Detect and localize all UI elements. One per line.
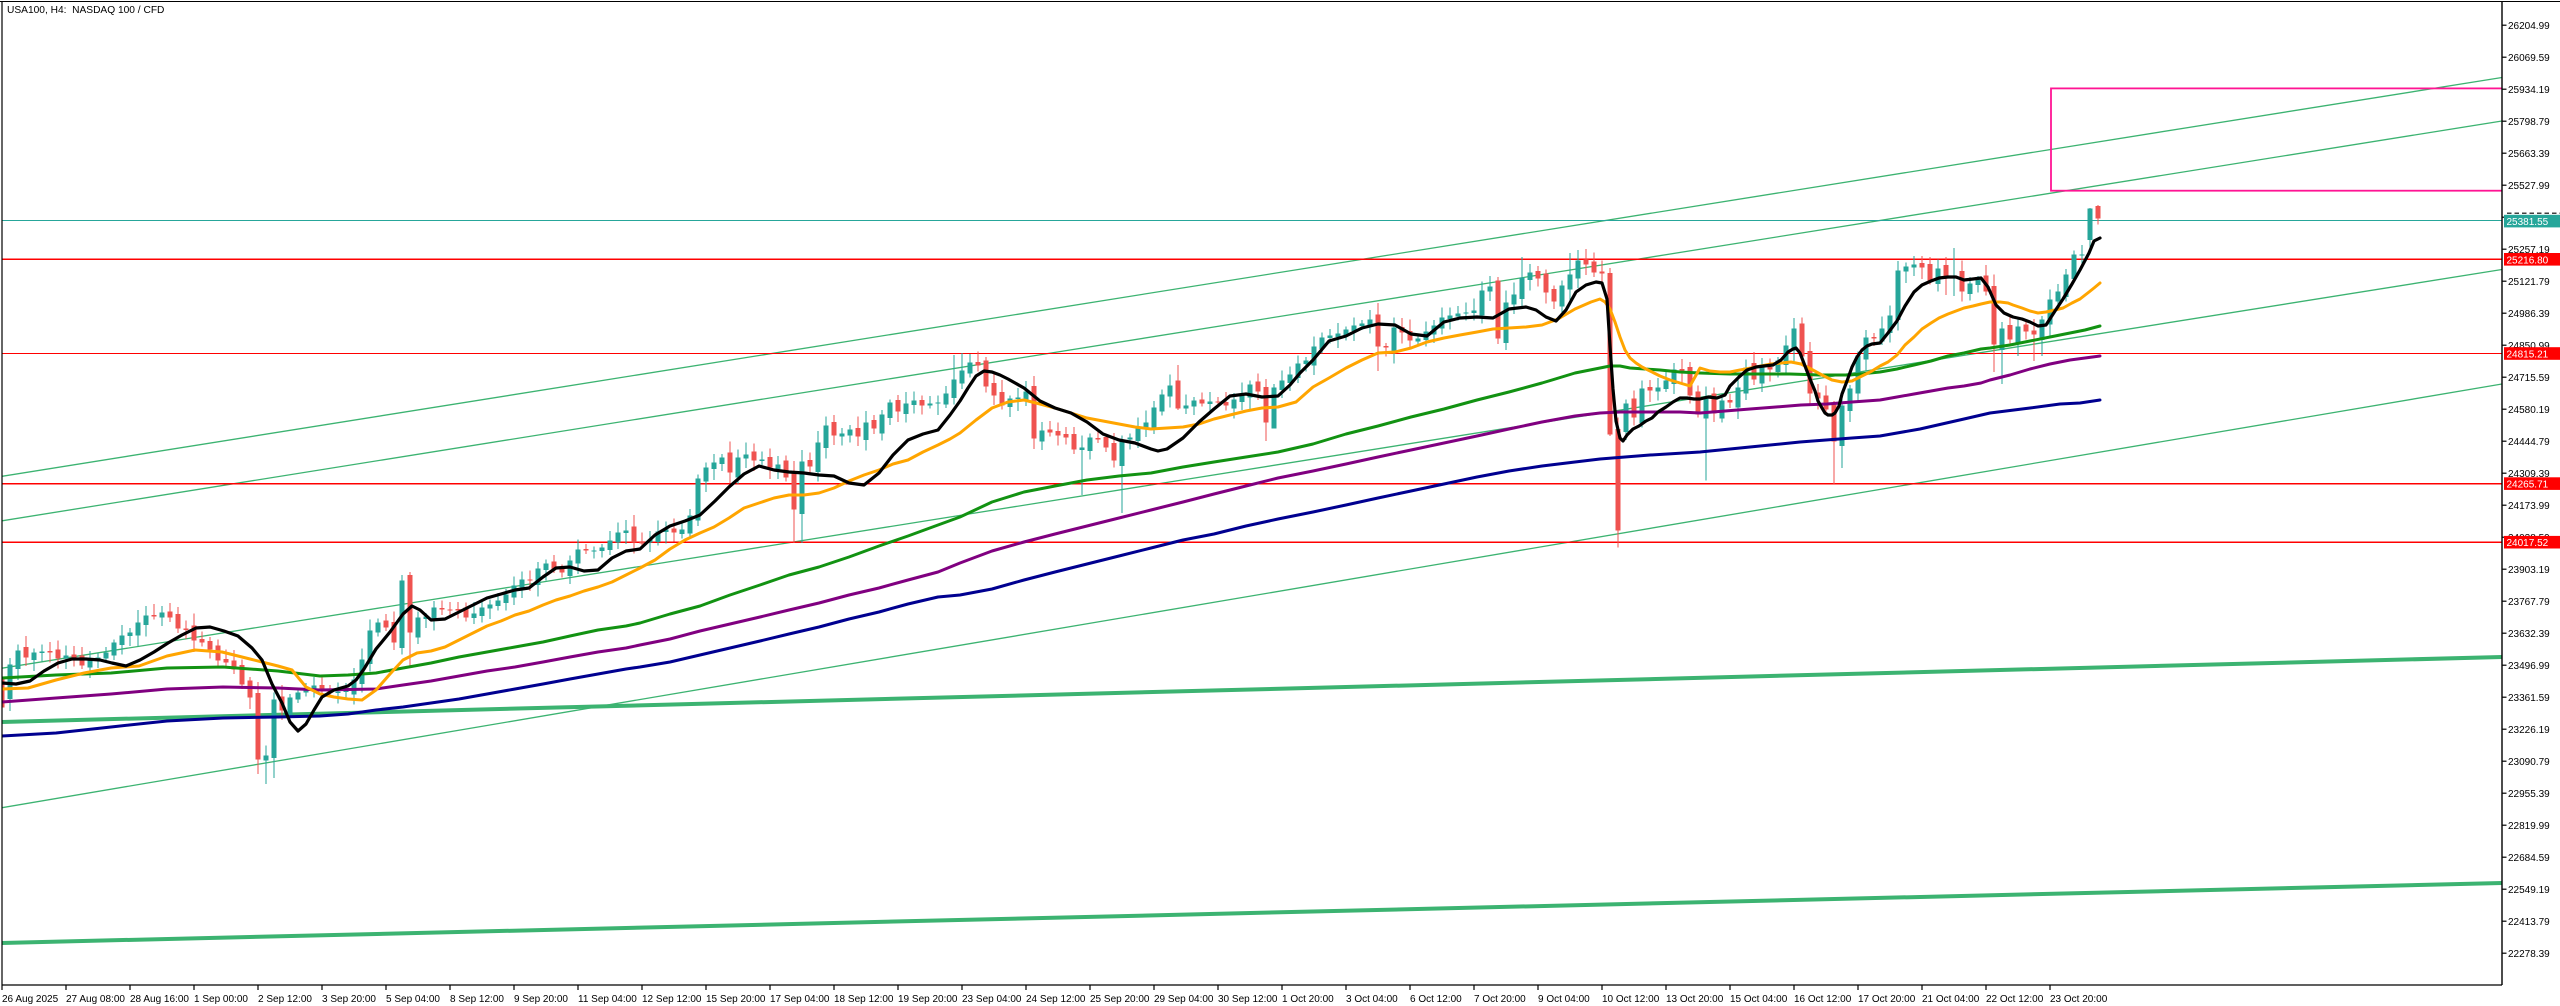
svg-text:25121.79: 25121.79 [2508, 277, 2550, 288]
svg-text:1 Oct 20:00: 1 Oct 20:00 [1282, 994, 1334, 1005]
svg-text:23 Oct 20:00: 23 Oct 20:00 [2050, 994, 2108, 1005]
svg-text:23090.79: 23090.79 [2508, 757, 2550, 768]
svg-text:25216.80: 25216.80 [2507, 255, 2549, 266]
svg-text:15 Sep 20:00: 15 Sep 20:00 [706, 994, 766, 1005]
svg-text:22 Oct 12:00: 22 Oct 12:00 [1986, 994, 2044, 1005]
svg-text:26069.59: 26069.59 [2508, 53, 2550, 64]
svg-text:25663.39: 25663.39 [2508, 149, 2550, 160]
svg-text:24 Sep 12:00: 24 Sep 12:00 [1026, 994, 1086, 1005]
svg-text:9 Sep 20:00: 9 Sep 20:00 [514, 994, 568, 1005]
svg-text:5 Sep 04:00: 5 Sep 04:00 [386, 994, 440, 1005]
svg-text:23226.19: 23226.19 [2508, 725, 2550, 736]
svg-text:29 Sep 04:00: 29 Sep 04:00 [1154, 994, 1214, 1005]
svg-text:23 Sep 04:00: 23 Sep 04:00 [962, 994, 1022, 1005]
svg-text:15 Oct 04:00: 15 Oct 04:00 [1730, 994, 1788, 1005]
svg-text:16 Oct 12:00: 16 Oct 12:00 [1794, 994, 1852, 1005]
svg-text:25934.19: 25934.19 [2508, 85, 2550, 96]
svg-text:25 Sep 20:00: 25 Sep 20:00 [1090, 994, 1150, 1005]
svg-text:26 Aug 2025: 26 Aug 2025 [2, 994, 59, 1005]
svg-text:24815.21: 24815.21 [2507, 350, 2549, 361]
svg-text:13 Oct 20:00: 13 Oct 20:00 [1666, 994, 1724, 1005]
svg-text:24173.99: 24173.99 [2508, 501, 2550, 512]
svg-text:22684.59: 22684.59 [2508, 853, 2550, 864]
svg-text:USA100, H4: NASDAQ 100 / CFD: USA100, H4: NASDAQ 100 / CFD [7, 5, 164, 16]
svg-text:17 Oct 20:00: 17 Oct 20:00 [1858, 994, 1916, 1005]
svg-text:23361.59: 23361.59 [2508, 693, 2550, 704]
svg-text:10 Oct 12:00: 10 Oct 12:00 [1602, 994, 1660, 1005]
svg-text:24986.39: 24986.39 [2508, 309, 2550, 320]
svg-text:22819.99: 22819.99 [2508, 821, 2550, 832]
svg-text:23903.19: 23903.19 [2508, 565, 2550, 576]
svg-text:23632.39: 23632.39 [2508, 629, 2550, 640]
svg-text:3 Sep 20:00: 3 Sep 20:00 [322, 994, 376, 1005]
svg-text:23496.99: 23496.99 [2508, 661, 2550, 672]
svg-text:26204.99: 26204.99 [2508, 21, 2550, 32]
svg-text:24309.39: 24309.39 [2508, 469, 2550, 480]
svg-text:18 Sep 12:00: 18 Sep 12:00 [834, 994, 894, 1005]
svg-text:27 Aug 08:00: 27 Aug 08:00 [66, 994, 125, 1005]
svg-text:17 Sep 04:00: 17 Sep 04:00 [770, 994, 830, 1005]
svg-text:24580.19: 24580.19 [2508, 405, 2550, 416]
svg-text:22413.79: 22413.79 [2508, 917, 2550, 928]
svg-text:25257.19: 25257.19 [2508, 245, 2550, 256]
svg-text:25798.79: 25798.79 [2508, 117, 2550, 128]
svg-text:22955.39: 22955.39 [2508, 789, 2550, 800]
svg-text:1 Sep 00:00: 1 Sep 00:00 [194, 994, 248, 1005]
svg-text:28 Aug 16:00: 28 Aug 16:00 [130, 994, 189, 1005]
svg-text:2 Sep 12:00: 2 Sep 12:00 [258, 994, 312, 1005]
svg-text:11 Sep 04:00: 11 Sep 04:00 [578, 994, 637, 1005]
svg-text:25381.55: 25381.55 [2507, 217, 2549, 228]
svg-text:12 Sep 12:00: 12 Sep 12:00 [642, 994, 702, 1005]
svg-text:7 Oct 20:00: 7 Oct 20:00 [1474, 994, 1526, 1005]
svg-text:25527.99: 25527.99 [2508, 181, 2550, 192]
svg-text:3 Oct 04:00: 3 Oct 04:00 [1346, 994, 1398, 1005]
svg-text:24444.79: 24444.79 [2508, 437, 2550, 448]
svg-text:24265.71: 24265.71 [2507, 480, 2549, 491]
svg-text:6 Oct 12:00: 6 Oct 12:00 [1410, 994, 1462, 1005]
svg-text:22549.19: 22549.19 [2508, 885, 2550, 896]
svg-text:21 Oct 04:00: 21 Oct 04:00 [1922, 994, 1980, 1005]
svg-text:24850.99: 24850.99 [2508, 341, 2550, 352]
svg-text:9 Oct 04:00: 9 Oct 04:00 [1538, 994, 1590, 1005]
svg-text:24017.52: 24017.52 [2507, 538, 2549, 549]
svg-text:23767.79: 23767.79 [2508, 597, 2550, 608]
svg-text:19 Sep 20:00: 19 Sep 20:00 [898, 994, 958, 1005]
svg-text:8 Sep 12:00: 8 Sep 12:00 [450, 994, 504, 1005]
svg-text:24715.59: 24715.59 [2508, 373, 2550, 384]
svg-text:22278.39: 22278.39 [2508, 949, 2550, 960]
svg-text:30 Sep 12:00: 30 Sep 12:00 [1218, 994, 1278, 1005]
